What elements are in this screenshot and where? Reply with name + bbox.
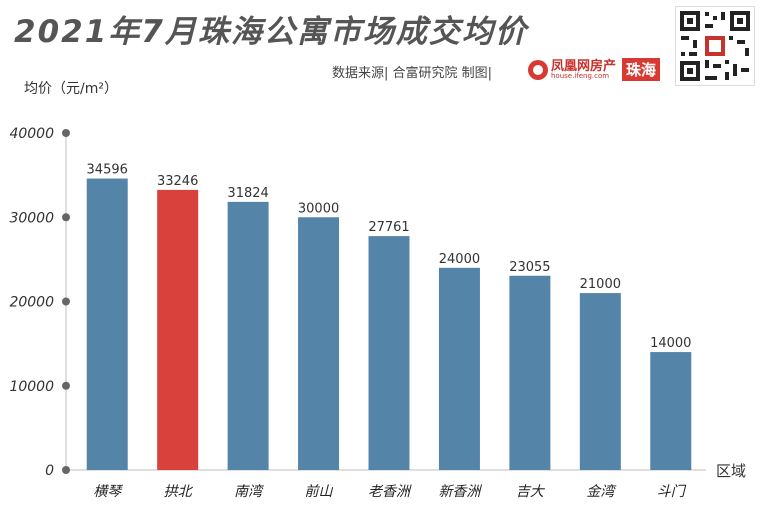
x-axis-label: 区域: [716, 462, 747, 480]
y-tick-dot: [62, 466, 70, 474]
y-tick-label: 30000: [9, 210, 54, 226]
x-tick-label: 横琴: [93, 484, 123, 500]
data-label: 23055: [509, 260, 550, 275]
logo-text: 凤凰网房产 house.ifeng.com: [551, 60, 616, 80]
bar: [509, 275, 551, 470]
data-label: 31824: [227, 186, 268, 201]
data-label: 33246: [157, 174, 198, 189]
y-tick-dot: [62, 213, 70, 222]
x-tick-label: 拱北: [164, 484, 194, 500]
data-label: 30000: [298, 201, 339, 216]
data-label: 34596: [87, 163, 128, 178]
data-label: 27761: [368, 220, 409, 235]
x-tick-label: 前山: [305, 484, 334, 500]
y-tick-dot: [62, 381, 70, 390]
ifeng-logo-icon: [528, 59, 548, 80]
chart-title: 2021年7月珠海公寓市场成交均价: [14, 14, 528, 50]
ifeng-logo: 凤凰网房产 house.ifeng.com 珠海: [528, 58, 661, 81]
x-tick-label: 金湾: [586, 484, 616, 500]
logo-name: 凤凰网房产: [551, 58, 617, 74]
logo-url: house.ifeng.com: [551, 71, 610, 80]
qr-code-icon: [675, 6, 755, 86]
bar: [579, 293, 621, 470]
bar: [157, 189, 199, 470]
y-tick-dot: [62, 297, 70, 306]
y-tick-label: 40000: [9, 126, 54, 142]
y-tick-label: 0: [45, 463, 54, 479]
logo-city: 珠海: [622, 58, 661, 81]
x-tick-label: 新香洲: [438, 484, 482, 500]
bar: [650, 352, 692, 470]
y-tick-dot: [62, 129, 70, 137]
data-label: 24000: [439, 252, 480, 267]
x-tick-label: 老香洲: [368, 484, 412, 500]
bar: [227, 201, 269, 470]
x-tick-label: 吉大: [516, 484, 546, 500]
x-tick-label: 斗门: [657, 484, 687, 500]
y-tick-label: 20000: [9, 295, 54, 311]
bar: [438, 267, 480, 470]
x-tick-label: 南湾: [234, 484, 264, 500]
bar: [86, 178, 128, 471]
y-axis-label: 均价（元/m²）: [24, 81, 118, 97]
bar: [298, 217, 340, 470]
data-source: 数据来源| 合富研究院 制图|: [332, 66, 493, 81]
data-label: 14000: [650, 336, 691, 351]
y-tick-label: 10000: [9, 379, 54, 395]
data-label: 21000: [580, 277, 621, 292]
bar: [368, 236, 410, 470]
